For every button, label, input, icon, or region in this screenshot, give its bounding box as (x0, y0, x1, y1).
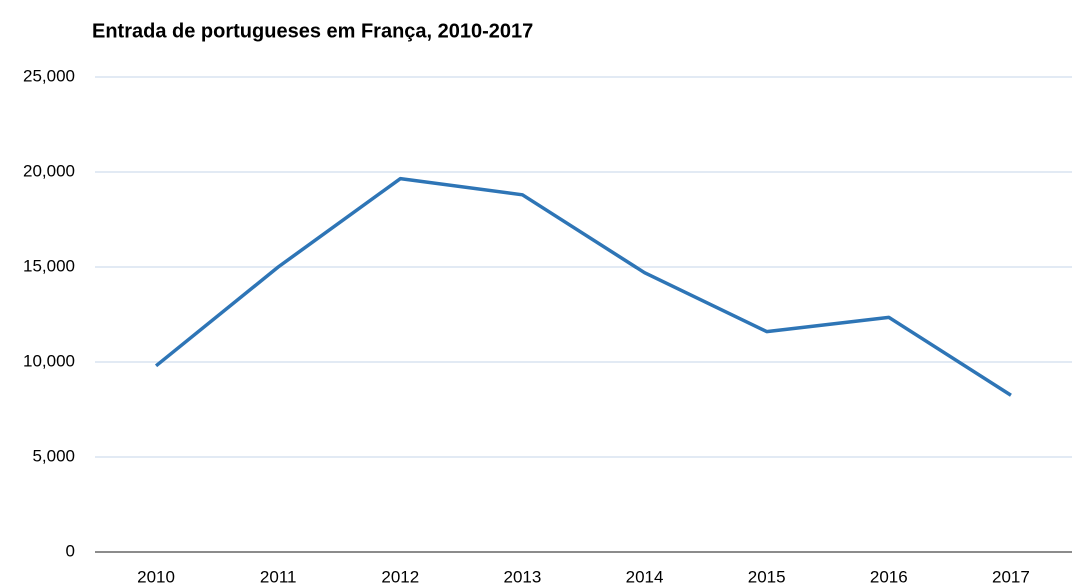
x-tick-label: 2015 (748, 567, 786, 586)
y-tick-label: 20,000 (23, 161, 75, 180)
y-tick-label: 15,000 (23, 256, 75, 275)
y-tick-label: 10,000 (23, 351, 75, 370)
chart-title: Entrada de portugueses em França, 2010-2… (92, 20, 533, 42)
x-tick-label: 2017 (992, 567, 1030, 586)
y-tick-label: 0 (66, 541, 75, 560)
data-line (154, 176, 1012, 397)
y-tick-label: 25,000 (23, 66, 75, 85)
x-tick-label: 2012 (381, 567, 419, 586)
x-tick-label: 2013 (504, 567, 542, 586)
x-tick-label: 2010 (137, 567, 175, 586)
x-tick-label: 2016 (870, 567, 908, 586)
y-tick-label: 5,000 (32, 446, 75, 465)
x-tick-label: 2014 (626, 567, 664, 586)
x-tick-label: 2011 (260, 567, 297, 586)
